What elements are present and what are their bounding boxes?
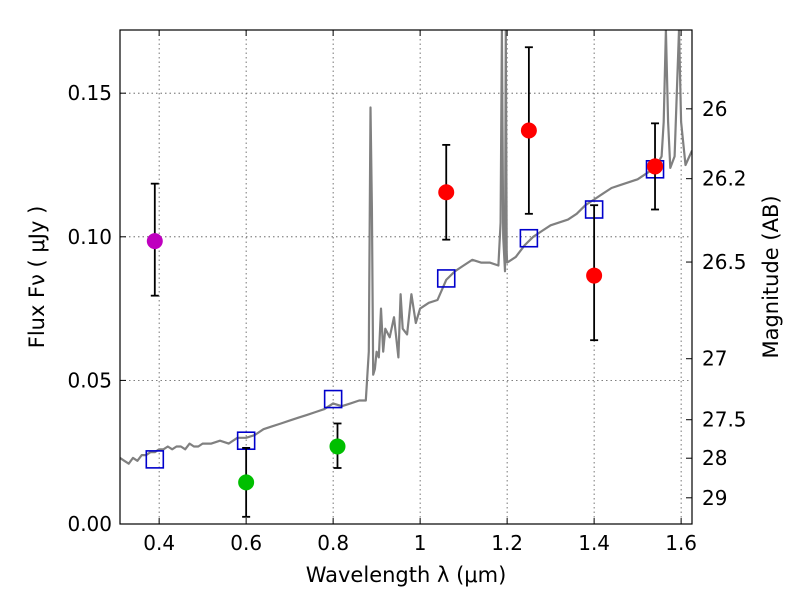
observed-point bbox=[238, 474, 255, 491]
spectrum-line bbox=[120, 30, 692, 465]
mag-tick-label: 26.2 bbox=[702, 167, 747, 191]
x-tick-label: 0.8 bbox=[317, 531, 349, 555]
x-tick-label: 1.4 bbox=[578, 531, 610, 555]
observed-point bbox=[146, 233, 163, 250]
y-tick-label: 0.00 bbox=[67, 512, 112, 536]
mag-tick-label: 27 bbox=[702, 347, 727, 371]
mag-tick-label: 27.5 bbox=[702, 408, 747, 432]
observed-point bbox=[586, 267, 603, 284]
model-spectrum bbox=[120, 30, 692, 465]
x-tick-label: 1.6 bbox=[665, 531, 697, 555]
model-phot-square bbox=[436, 269, 456, 288]
mag-tick-label: 28 bbox=[702, 446, 727, 470]
model-phot-square bbox=[145, 450, 165, 469]
y-tick-label: 0.10 bbox=[67, 225, 112, 249]
y-tick-label: 0.05 bbox=[67, 368, 112, 392]
model-phot-square bbox=[519, 228, 539, 248]
observed-points bbox=[146, 46, 664, 518]
axis-ticks: 0.4 0.6 0.8 1 1.2 1.4 1.6 0.00 0.05 0.10 0.15 26 26.… bbox=[67, 30, 747, 555]
observed-point bbox=[438, 184, 455, 201]
mag-tick-label: 29 bbox=[702, 486, 727, 510]
x-tick-label: 0.4 bbox=[143, 531, 175, 555]
model-phot-square bbox=[323, 389, 343, 409]
x-tick-label: 1 bbox=[414, 531, 427, 555]
y-tick-label: 0.15 bbox=[67, 81, 112, 105]
x-axis-label: Wavelength λ (μm) bbox=[306, 563, 507, 587]
x-tick-label: 0.6 bbox=[230, 531, 262, 555]
observed-point bbox=[647, 158, 664, 175]
grid bbox=[120, 30, 692, 525]
model-photometry bbox=[145, 159, 665, 469]
y2-axis-label: Magnitude (AB) bbox=[759, 195, 783, 358]
mag-tick-label: 26.5 bbox=[702, 250, 747, 274]
y-axis-label: Flux Fν ( μJy ) bbox=[25, 206, 49, 349]
plot-frame bbox=[119, 29, 693, 525]
observed-point bbox=[329, 438, 346, 455]
observed-point bbox=[520, 122, 537, 139]
mag-tick-label: 26 bbox=[702, 97, 727, 121]
x-tick-label: 1.2 bbox=[491, 531, 523, 555]
